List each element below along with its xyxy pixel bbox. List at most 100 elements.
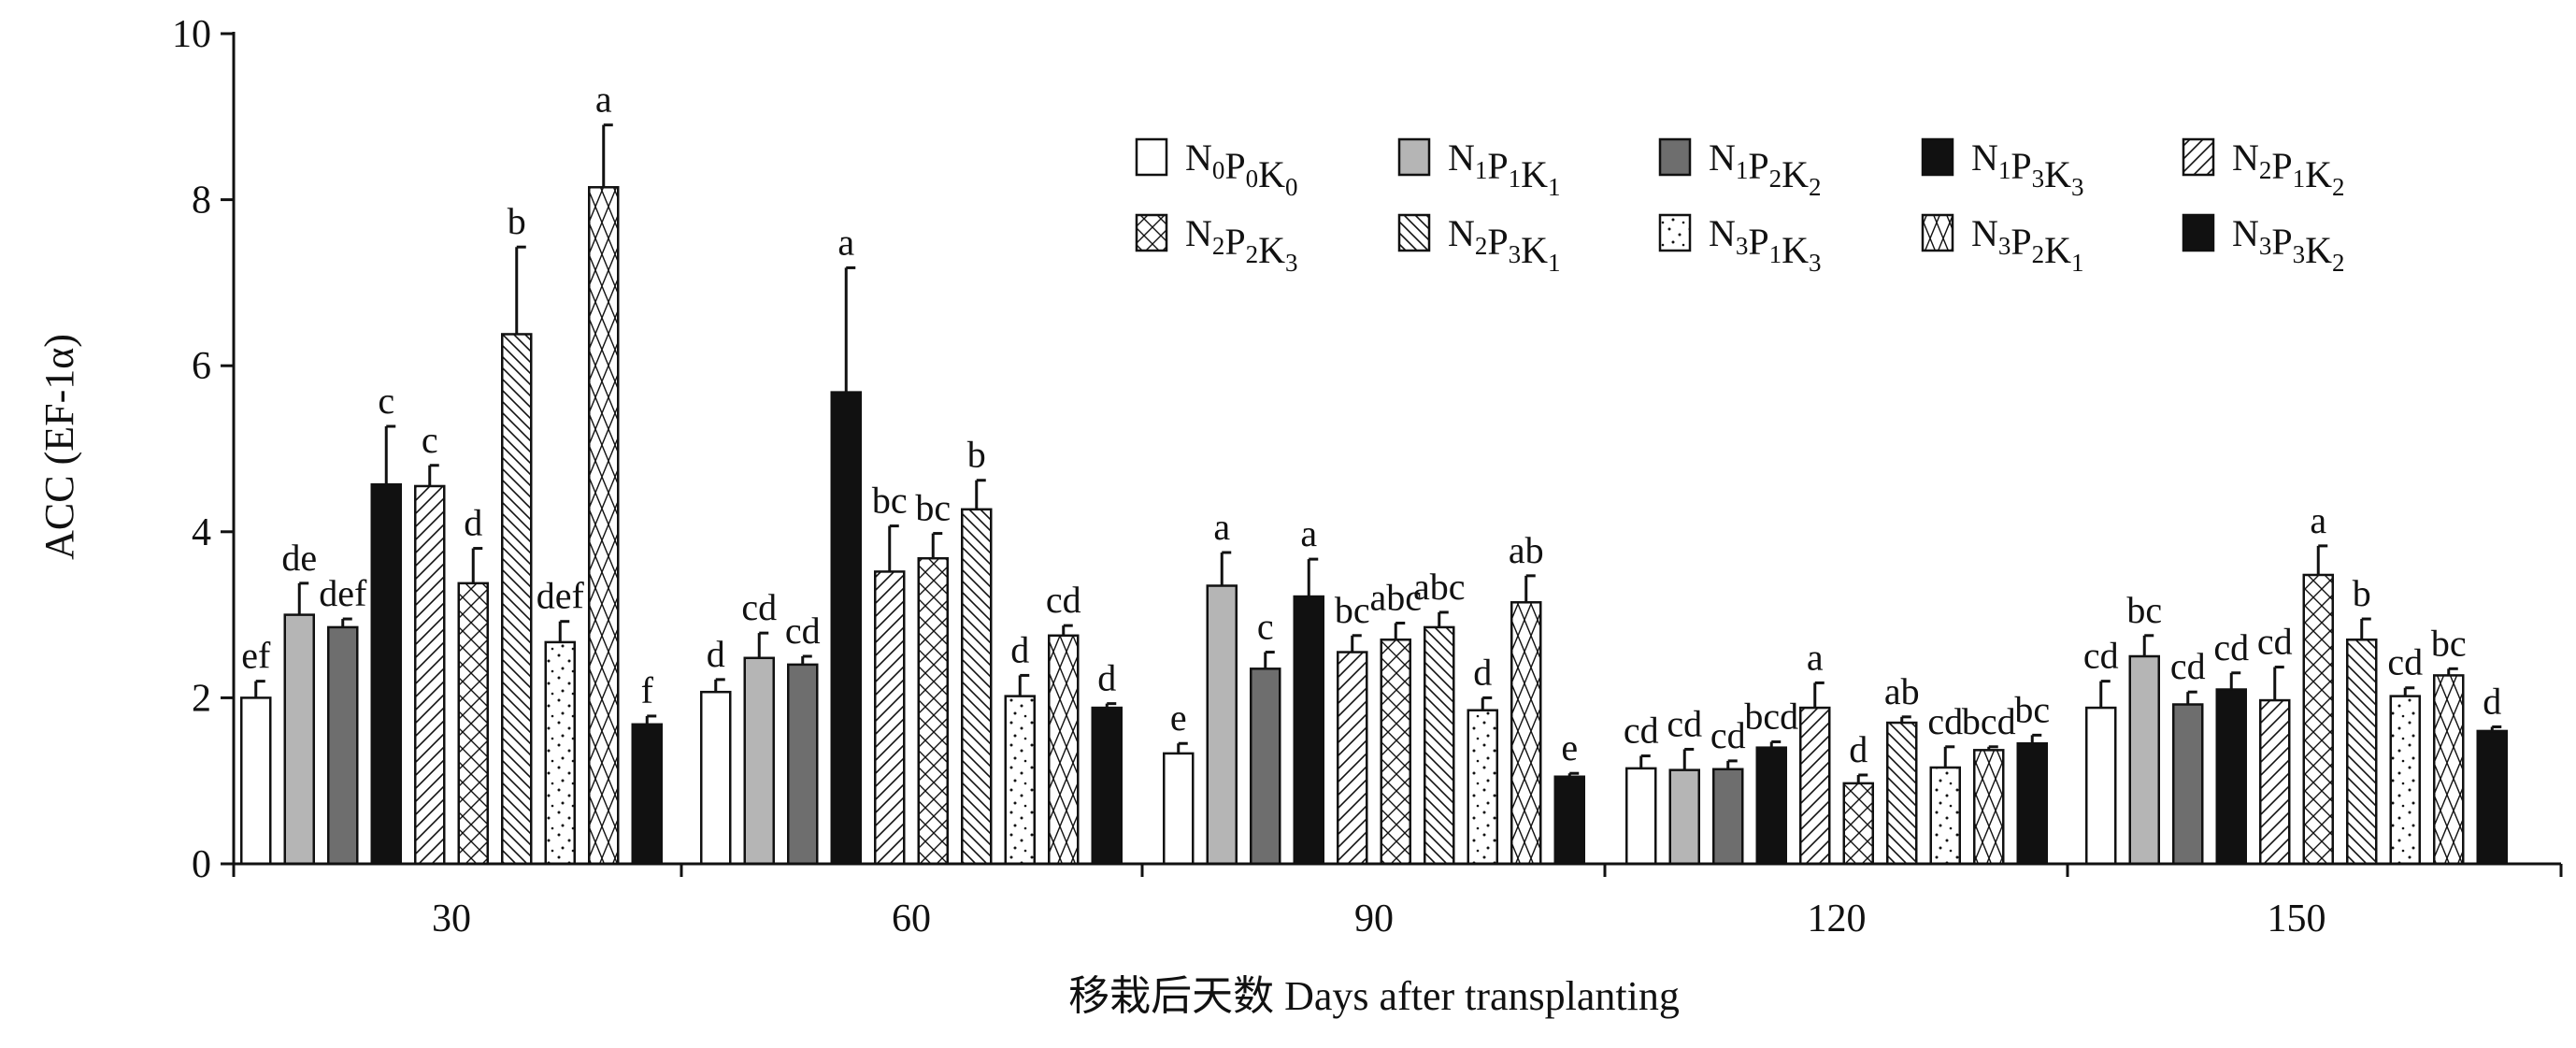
legend-swatch (1135, 137, 1168, 177)
significance-letter: cd (1046, 579, 1081, 621)
bar (1380, 638, 1411, 866)
bar (1004, 695, 1036, 866)
bar (1206, 584, 1238, 866)
significance-letter: bc (2126, 589, 2162, 631)
significance-letter: abc (1369, 576, 1422, 618)
x-tick-label: 60 (892, 897, 931, 940)
significance-letter: a (1213, 506, 1230, 548)
significance-letter: d (1849, 728, 1868, 770)
bar (414, 484, 446, 866)
x-tick-label: 150 (2268, 897, 2326, 940)
legend-label: N2P3K1 (1448, 212, 1561, 277)
bar (874, 570, 906, 866)
bar (1625, 767, 1657, 866)
significance-letter: f (641, 669, 654, 711)
y-axis-title: ACC (EF-1α) (36, 334, 82, 560)
significance-letter: a (1807, 636, 1824, 678)
legend-label: N3P2K1 (1971, 212, 2084, 277)
legend-label: N1P1K1 (1448, 136, 1561, 201)
bar (1250, 668, 1281, 866)
bar (1293, 595, 1324, 866)
significance-letter: bc (2431, 622, 2467, 664)
x-tick-label: 120 (1808, 897, 1867, 940)
legend: N0P0K0 N1P1K1 N1P2K2 N1P3K3 N2P1K2 N2P2K3 N2P3… (1135, 136, 2345, 277)
significance-letter: ab (1509, 529, 1544, 571)
bar (370, 482, 402, 866)
bar (1929, 766, 1961, 866)
significance-letter: d (2483, 680, 2501, 722)
legend-label: N1P3K3 (1971, 136, 2084, 201)
y-tick-label: 2 (192, 677, 211, 720)
x-axis-title: 移栽后天数 Days after transplanting (1068, 973, 1680, 1019)
axes: 0 2 4 6 8 10 30 60 90 120 150 (172, 13, 2563, 940)
y-tick-label: 8 (192, 179, 211, 223)
significance-letter: bc (1335, 589, 1370, 631)
legend-label: N3P1K3 (1709, 212, 1822, 277)
y-tick-label: 0 (192, 843, 211, 886)
bar (1886, 721, 1918, 866)
legend-swatch (2182, 213, 2215, 252)
legend-label: N0P0K0 (1185, 136, 1298, 201)
bar (1091, 706, 1123, 866)
bar (1510, 601, 1542, 866)
bar (1048, 634, 1080, 866)
y-tick-label: 6 (192, 345, 211, 388)
bar (240, 696, 272, 866)
bar (2433, 674, 2465, 866)
significance-letter: de (281, 537, 317, 579)
significance-letter: cd (2257, 621, 2293, 663)
significance-letter: ef (241, 635, 271, 677)
bar (787, 663, 819, 866)
legend-label: N2P2K3 (1185, 212, 1298, 277)
significance-letter: a (1300, 512, 1317, 554)
significance-letter: bc (2014, 688, 2050, 730)
legend-swatch (1397, 213, 1431, 252)
significance-letter: d (1010, 628, 1029, 670)
legend-label: N1P2K2 (1709, 136, 1822, 201)
bar (2215, 688, 2247, 866)
significance-letter: bcd (1744, 695, 1798, 737)
significance-letter: c (422, 419, 438, 461)
bar (1467, 709, 1498, 866)
significance-letter: b (967, 434, 986, 476)
bar (1973, 749, 2005, 866)
significance-letter: cd (2083, 635, 2119, 677)
significance-letter: cd (2213, 626, 2249, 668)
significance-letter: cd (1667, 702, 1702, 744)
bar (2302, 573, 2334, 866)
legend-swatch (1921, 213, 1954, 252)
bar (2259, 698, 2291, 866)
bar (1337, 651, 1368, 866)
legend-swatch (1397, 137, 1431, 177)
significance-letter: b (508, 200, 526, 242)
bar (283, 613, 315, 866)
significance-letter: a (2310, 499, 2326, 541)
bar (1712, 768, 1744, 866)
legend-swatch (2182, 137, 2215, 177)
significance-letter: ab (1884, 670, 1920, 712)
significance-letter: bc (915, 487, 951, 529)
legend-swatch (1921, 137, 1954, 177)
significance-letter: b (2353, 572, 2371, 614)
legend-swatch (1658, 137, 1692, 177)
bar (2476, 729, 2508, 866)
significance-letter: c (378, 380, 394, 422)
x-tick-label: 90 (1354, 897, 1394, 940)
bar (700, 690, 732, 866)
legend-swatch (1135, 213, 1168, 252)
significance-letter: d (1097, 657, 1116, 699)
significance-letter: a (595, 79, 612, 121)
bar (1799, 706, 1831, 866)
bar (2346, 638, 2378, 866)
significance-letter: c (1257, 606, 1274, 648)
bar (2016, 741, 2048, 866)
bar (1755, 746, 1787, 866)
significance-letter: bcd (1962, 700, 2016, 742)
significance-letter: cd (2170, 645, 2206, 687)
significance-letter: cd (1624, 710, 1659, 752)
significance-letter: d (1473, 651, 1492, 693)
bar (1842, 782, 1874, 866)
